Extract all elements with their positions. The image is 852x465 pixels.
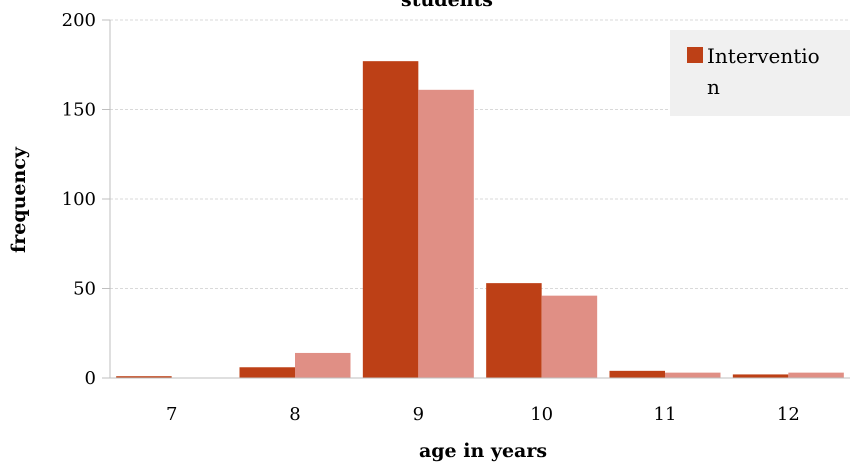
bar-series-2-8 <box>295 352 351 378</box>
bar-series-2-10 <box>541 295 598 378</box>
y-axis-title: frequency <box>8 146 30 253</box>
y-tick-label: 150 <box>62 100 96 121</box>
x-tick-label: 7 <box>166 404 177 425</box>
x-tick-label: 9 <box>413 404 424 425</box>
x-tick-label: 11 <box>654 404 677 425</box>
bar-series-2-9 <box>418 89 474 378</box>
x-axis-title: age in years <box>419 440 547 462</box>
bar-series-2-12 <box>788 372 844 378</box>
legend-label-line-1: Interventio <box>707 44 820 68</box>
chart-title: students <box>401 0 493 11</box>
bar-series-1-12 <box>732 374 789 378</box>
x-tick-label: 8 <box>289 404 300 425</box>
y-tick-label: 200 <box>62 10 96 31</box>
bar-series-1-8 <box>239 367 295 378</box>
legend-background <box>670 30 850 116</box>
bar-series-1-10 <box>486 283 542 378</box>
x-tick-label: 12 <box>777 404 800 425</box>
legend: Interventio n <box>670 30 850 116</box>
bar-series-1-11 <box>609 370 665 378</box>
x-tick-label: 10 <box>530 404 553 425</box>
bar-series-2-11 <box>665 372 721 378</box>
bars <box>116 61 844 379</box>
y-tick-label: 0 <box>85 368 96 389</box>
y-tick-label: 100 <box>62 189 96 210</box>
bar-series-1-7 <box>116 376 172 378</box>
y-tick-label: 50 <box>73 279 96 300</box>
x-axis-ticks: 7 8 9 10 11 12 <box>166 404 800 425</box>
bar-series-1-9 <box>362 61 419 379</box>
legend-label-line-2: n <box>707 75 720 99</box>
y-axis-ticks: 0 50 100 150 200 <box>62 10 110 389</box>
legend-swatch-intervention <box>687 47 703 63</box>
